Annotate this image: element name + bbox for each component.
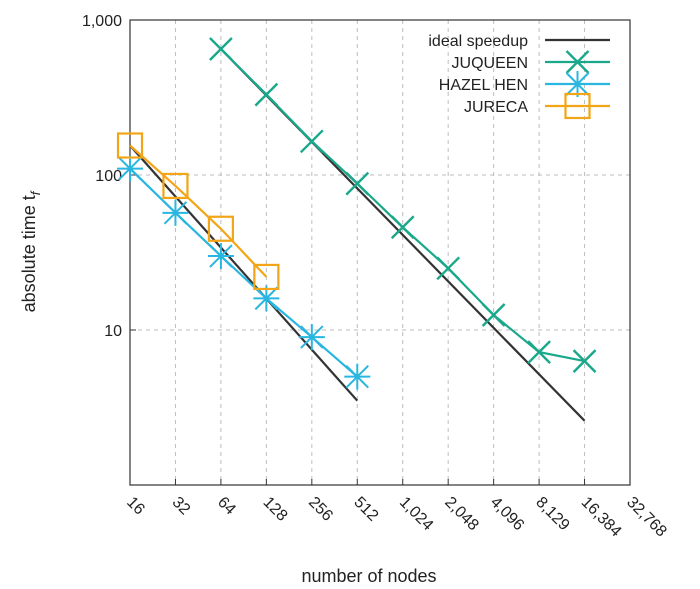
y-axis-label-main: absolute time t — [19, 195, 39, 312]
data-point — [572, 349, 597, 373]
x-tick-label: 16 — [123, 494, 148, 519]
x-tick-label: 4,096 — [487, 494, 527, 534]
x-tick-label: 1,024 — [396, 494, 436, 534]
x-tick-label: 32 — [169, 494, 194, 519]
x-tick-label: 8,129 — [532, 494, 572, 534]
x-tick-label: 256 — [305, 494, 336, 525]
x-tick-label: 32,768 — [623, 494, 670, 541]
x-axis-label: number of nodes — [301, 566, 436, 586]
series-line — [129, 144, 359, 402]
data-point — [390, 215, 415, 240]
data-point — [481, 303, 506, 327]
y-tick-label: 10 — [104, 323, 122, 340]
series-ideal-speedup — [129, 144, 359, 402]
series-hazel-hen — [117, 155, 371, 390]
legend-label: ideal speedup — [428, 33, 528, 50]
data-point — [162, 172, 189, 200]
plot-frame — [129, 19, 631, 486]
legend-label: JUQUEEN — [452, 55, 528, 72]
data-point — [254, 82, 279, 107]
data-point — [527, 340, 551, 364]
data-point — [209, 37, 233, 61]
data-point — [436, 256, 461, 281]
x-tick-label: 512 — [350, 494, 381, 525]
legend: ideal speedup JUQUEEN HAZEL HEN JURECA — [428, 33, 610, 120]
y-tick-labels: 10 100 1,000 — [82, 13, 136, 340]
data-point — [564, 92, 591, 120]
data-point — [253, 263, 280, 291]
data-point — [299, 129, 324, 154]
y-tick-label: 1,000 — [82, 13, 122, 30]
x-tick-labels: 16 32 64 128 256 512 1,024 2,048 4,096 8,129 16,38… — [123, 479, 670, 541]
x-tick-label: 2,048 — [441, 494, 481, 534]
y-axis-label-subscript: f — [28, 190, 43, 195]
grid — [129, 19, 631, 485]
x-tick-label: 16,384 — [578, 494, 625, 541]
x-tick-label: 128 — [260, 494, 291, 525]
data-point — [116, 132, 144, 159]
legend-label: HAZEL HEN — [439, 77, 528, 94]
series-line — [129, 144, 268, 278]
series-jureca — [116, 132, 280, 291]
data-point — [345, 171, 370, 196]
legend-label: JURECA — [464, 99, 528, 116]
data-point — [207, 215, 235, 242]
x-tick-label: 64 — [214, 494, 239, 519]
y-axis-label: absolute time tf — [19, 190, 43, 312]
series-juqueen — [209, 37, 597, 373]
y-tick-label: 100 — [95, 168, 122, 185]
data-point — [565, 50, 590, 74]
series-layer — [116, 37, 597, 422]
